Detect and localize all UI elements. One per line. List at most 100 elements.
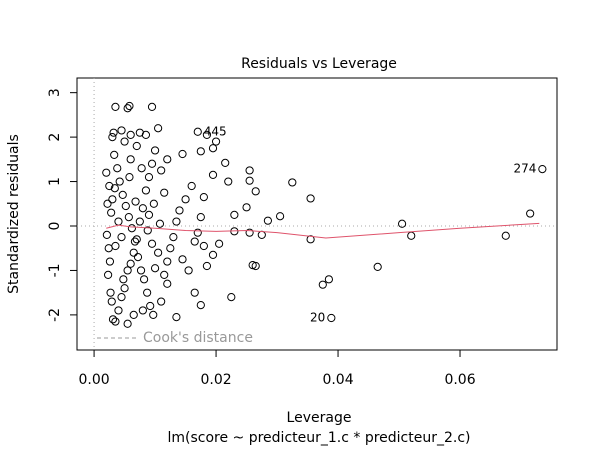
point	[123, 319, 132, 328]
point	[208, 144, 218, 153]
point	[193, 228, 202, 237]
point	[127, 224, 136, 233]
point	[163, 257, 172, 266]
point	[144, 210, 154, 219]
point	[126, 130, 135, 139]
y-tick-label: 2	[47, 133, 63, 142]
point	[397, 219, 407, 228]
x-axis-label: Leverage	[287, 410, 352, 426]
x-tick-label: 0.00	[78, 372, 109, 388]
point	[276, 212, 285, 221]
point	[169, 233, 178, 242]
point	[160, 270, 169, 279]
point	[215, 239, 224, 248]
point	[178, 255, 187, 264]
point	[196, 147, 205, 156]
point	[208, 250, 218, 259]
point	[132, 235, 141, 244]
point	[318, 280, 327, 289]
point	[146, 301, 155, 311]
point	[154, 124, 163, 133]
point	[242, 203, 251, 212]
point	[138, 306, 147, 315]
point	[245, 228, 254, 237]
point	[117, 293, 126, 302]
point	[147, 102, 157, 111]
point	[133, 253, 143, 262]
point	[190, 288, 199, 297]
point	[113, 164, 122, 173]
point	[144, 173, 154, 182]
point	[111, 102, 120, 111]
point	[202, 261, 212, 271]
point	[107, 297, 116, 306]
point	[227, 293, 236, 302]
plot-frame	[76, 77, 558, 351]
point	[172, 217, 181, 226]
point	[251, 261, 260, 271]
point	[143, 288, 152, 297]
legend-label: Cook's distance	[143, 330, 253, 346]
point	[224, 177, 233, 186]
point	[106, 288, 115, 297]
point	[178, 149, 187, 159]
point	[230, 210, 239, 219]
point	[263, 216, 273, 225]
point	[105, 181, 114, 191]
point	[141, 130, 151, 139]
point	[141, 186, 151, 195]
point	[108, 133, 117, 142]
point	[202, 130, 212, 139]
point	[102, 230, 111, 239]
point	[107, 208, 116, 217]
point	[526, 209, 535, 218]
point	[143, 226, 152, 235]
point	[110, 184, 119, 193]
chart-title: Residuals vs Leverage	[241, 56, 397, 72]
point	[125, 101, 134, 111]
y-tick-label: -2	[47, 308, 63, 322]
point	[120, 137, 129, 146]
point	[150, 146, 160, 155]
point-label: 20	[310, 311, 325, 325]
point	[110, 150, 119, 159]
point	[166, 244, 175, 253]
point	[181, 195, 190, 204]
point	[121, 201, 130, 211]
point	[150, 264, 160, 273]
point	[163, 279, 172, 288]
point	[199, 193, 208, 202]
point	[137, 164, 146, 173]
x-tick-label: 0.04	[322, 372, 353, 388]
x-tick-label: 0.06	[444, 372, 475, 388]
point	[257, 230, 266, 239]
point	[117, 233, 126, 242]
point	[245, 176, 254, 185]
point	[114, 306, 123, 315]
point	[138, 204, 147, 213]
point	[190, 237, 199, 246]
point	[501, 231, 510, 240]
point	[104, 244, 113, 253]
point	[119, 275, 128, 284]
point	[118, 190, 127, 199]
y-axis-label: Standardized residuals	[6, 134, 22, 294]
point	[108, 195, 117, 204]
point	[208, 170, 218, 179]
smooth-line	[106, 222, 540, 239]
point	[108, 315, 118, 324]
point	[147, 239, 157, 248]
point	[126, 155, 135, 164]
point	[155, 219, 165, 228]
point	[105, 257, 115, 266]
point	[373, 262, 382, 271]
point	[103, 199, 112, 208]
subtitle: lm(score ~ predicteur_1.c * predicteur_2…	[167, 430, 470, 446]
point	[123, 266, 132, 275]
point	[211, 137, 221, 146]
point	[327, 313, 336, 323]
point	[172, 313, 181, 322]
point	[221, 158, 230, 167]
point	[157, 166, 166, 175]
point	[129, 248, 138, 257]
